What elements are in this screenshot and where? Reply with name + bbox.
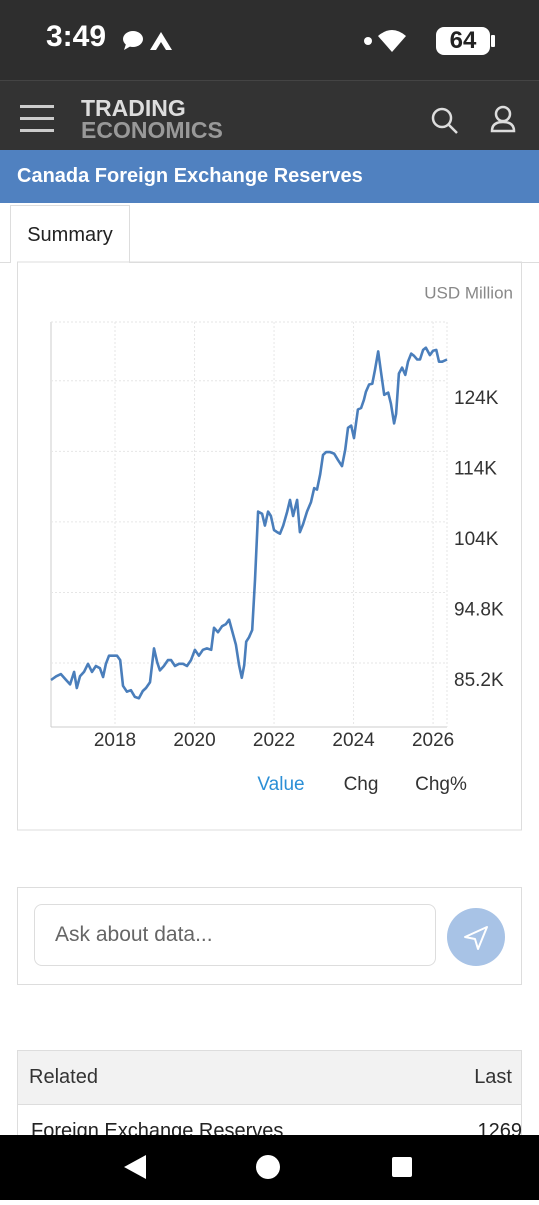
app-bar: TRADING ECONOMICS — [0, 80, 539, 150]
mode-tab[interactable]: Chg% — [415, 774, 467, 795]
clock: 3:49 — [46, 20, 107, 53]
ask-input[interactable]: Ask about data... — [34, 904, 436, 966]
send-icon — [464, 926, 488, 950]
chart: USD Million 85.2K 94.8K 104K 114K 124K 2018 20… — [17, 261, 522, 831]
recents-button[interactable] — [392, 1157, 412, 1177]
y-tick-label: 114K — [454, 458, 497, 479]
x-tick-label: 2024 — [332, 730, 375, 751]
ask-card — [17, 887, 522, 985]
navigation-bar — [0, 1135, 539, 1200]
x-tick-label: 2018 — [94, 730, 136, 751]
home-button[interactable] — [256, 1155, 280, 1179]
search-button[interactable] — [430, 106, 460, 136]
y-tick-label: 124K — [454, 388, 499, 409]
data-line — [50, 346, 448, 700]
table-header: Related Last — [17, 1050, 522, 1105]
column-header: Related — [29, 1066, 98, 1088]
menu-button[interactable] — [20, 105, 56, 133]
profile-button[interactable] — [490, 105, 518, 135]
x-tick-label: 2022 — [253, 730, 295, 751]
logo-line: ECONOMICS — [81, 117, 223, 143]
y-tick-label: 104K — [454, 529, 499, 550]
x-tick-label: 2026 — [412, 730, 454, 751]
plot-area: 85.2K 94.8K 104K 114K 124K 2018 2020 2022 2024 20… — [50, 321, 504, 751]
x-tick-label: 2020 — [173, 730, 215, 751]
tab[interactable]: Summary — [10, 205, 130, 263]
mode-tab[interactable]: Chg — [344, 774, 379, 795]
back-button[interactable] — [124, 1155, 146, 1179]
battery-level: 64 — [449, 27, 477, 54]
mode-tab[interactable]: Value — [257, 774, 304, 795]
units-label: USD Million — [424, 283, 513, 302]
logo-line: TRADING — [81, 95, 186, 121]
y-tick-label: 85.2K — [454, 670, 504, 691]
notification-icons — [123, 31, 172, 50]
chart-card — [17, 261, 522, 831]
column-header: Last — [474, 1066, 512, 1088]
status-bar: 3:49 64 — [0, 0, 539, 80]
system-icons — [364, 27, 495, 55]
nav-buttons — [124, 1155, 412, 1179]
page-title: Canada Foreign Exchange Reserves — [0, 150, 539, 203]
y-tick-label: 94.8K — [454, 600, 504, 621]
send-button[interactable] — [447, 908, 505, 966]
logo[interactable]: TRADING ECONOMICS — [81, 95, 223, 143]
